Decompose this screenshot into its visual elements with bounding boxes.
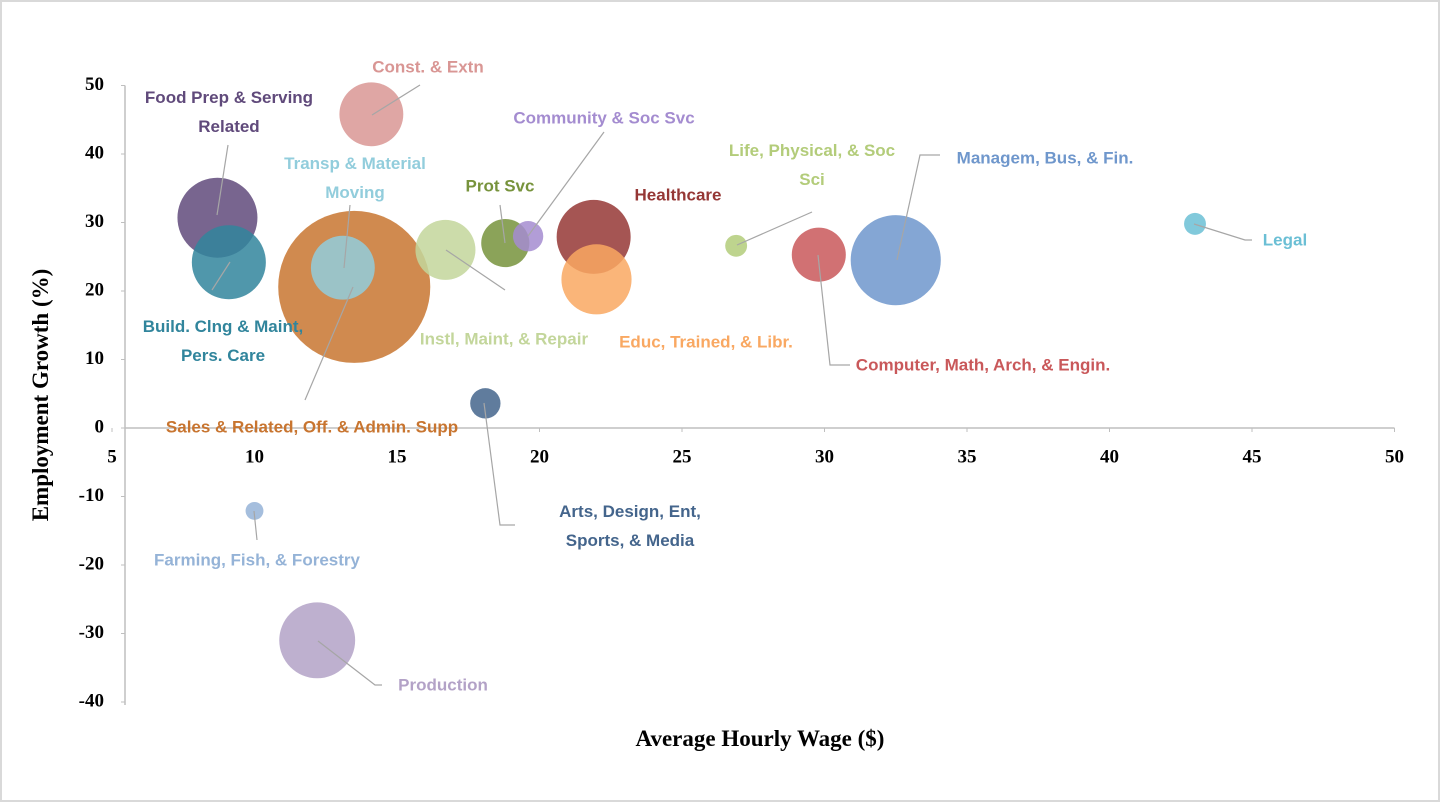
y-axis-title: Employment Growth (%) [28, 269, 53, 522]
y-tick-label: -30 [79, 622, 104, 643]
leader-line [445, 249, 506, 291]
bubble [191, 225, 266, 300]
bubble [245, 501, 264, 520]
leader-line [817, 254, 850, 366]
leader-line [211, 261, 231, 291]
data-label: Build. Clng & Maint, Pers. Care [142, 317, 304, 365]
leader-line [216, 144, 229, 216]
bubble [470, 388, 501, 419]
data-label: Prot Svc [465, 176, 535, 196]
leader-line [371, 84, 421, 116]
leader-line [317, 640, 382, 686]
data-label: Sales & Related, Off. & Admin. Supp [165, 417, 459, 437]
data-label: Managem, Bus, & Fin. [956, 148, 1134, 168]
y-tick-label: 0 [95, 416, 105, 437]
data-label: Healthcare [634, 185, 722, 205]
bubble [310, 235, 375, 300]
x-tick-label: 45 [1243, 446, 1262, 467]
data-label: Production [398, 675, 488, 695]
data-label: Arts, Design, Ent, Sports, & Media [559, 502, 701, 550]
x-tick-label: 35 [958, 446, 977, 467]
y-tick-label: -40 [79, 690, 104, 711]
x-tick-label: 15 [388, 446, 407, 467]
x-tick-label: 10 [245, 446, 264, 467]
data-label: Computer, Math, Arch, & Engin. [855, 355, 1111, 375]
x-tick-label: 50 [1385, 446, 1404, 467]
data-label: Life, Physical, & Soc Sci [728, 141, 896, 189]
bubble [339, 82, 404, 147]
data-label: Instl, Maint, & Repair [419, 329, 589, 349]
leader-line [527, 131, 605, 237]
x-axis-title: Average Hourly Wage ($) [636, 726, 885, 751]
y-tick-label: 40 [85, 142, 104, 163]
x-tick-label: 5 [107, 446, 117, 467]
y-tick-label: 50 [85, 74, 104, 95]
bubble [850, 215, 941, 306]
data-label: Transp & Material Moving [284, 154, 426, 202]
leader-line [253, 510, 258, 541]
leader-line [499, 204, 506, 244]
bubble [512, 221, 544, 252]
x-tick-label: 20 [530, 446, 549, 467]
data-label: Legal [1262, 230, 1308, 250]
bubble [279, 602, 356, 679]
bubble [561, 244, 632, 315]
y-tick-label: 10 [85, 348, 104, 369]
y-tick-label: -20 [79, 553, 104, 574]
bubble [415, 219, 476, 280]
data-label: Food Prep & Serving Related [144, 88, 314, 136]
leader-line [304, 286, 354, 401]
leader-line [343, 204, 351, 269]
data-label: Farming, Fish, & Forestry [154, 550, 360, 570]
y-tick-label: 20 [85, 279, 104, 300]
leader-line [1193, 223, 1252, 241]
leader-line [736, 211, 813, 246]
y-tick-label: 30 [85, 211, 104, 232]
x-tick-label: 25 [673, 446, 692, 467]
data-label: Educ, Trained, & Libr. [619, 332, 793, 352]
data-label: Community & Soc Svc [513, 108, 695, 128]
x-tick-label: 40 [1100, 446, 1119, 467]
x-tick-label: 30 [815, 446, 834, 467]
leader-line [896, 154, 940, 261]
bubble [725, 234, 748, 257]
data-label: Const. & Extn [372, 57, 484, 77]
y-tick-label: -10 [79, 485, 104, 506]
bubble [791, 227, 846, 282]
leader-line [483, 402, 515, 526]
